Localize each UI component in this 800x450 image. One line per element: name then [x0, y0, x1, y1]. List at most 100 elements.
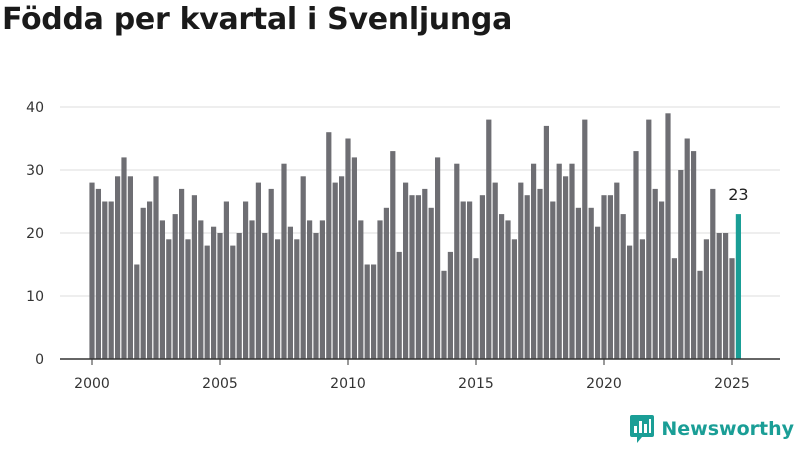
bar [390, 151, 396, 359]
y-tick-label: 40 [26, 100, 44, 116]
bar [492, 182, 498, 359]
bar [172, 214, 178, 359]
bar [300, 176, 306, 359]
bar [243, 201, 249, 359]
bar [575, 207, 581, 359]
x-tick-label: 2010 [330, 376, 366, 392]
bar [633, 151, 639, 359]
x-tick-label: 2020 [586, 376, 622, 392]
bar [204, 245, 210, 359]
bar [569, 163, 575, 359]
y-tick-label: 20 [26, 226, 44, 242]
bar [281, 163, 287, 359]
bar [319, 220, 325, 359]
bar [601, 195, 607, 359]
y-tick-label: 30 [26, 163, 44, 179]
x-tick-label: 2005 [202, 376, 238, 392]
bar [294, 239, 300, 359]
bar [595, 226, 601, 359]
bar [383, 207, 389, 359]
bar [255, 182, 261, 359]
bar [326, 132, 332, 359]
bar [332, 182, 338, 359]
bar [166, 239, 172, 359]
bar [115, 176, 121, 359]
bar [460, 201, 466, 359]
bar [614, 182, 620, 359]
bar [729, 258, 735, 359]
bar [518, 182, 524, 359]
bar [147, 201, 153, 359]
bar [428, 207, 434, 359]
bar [435, 157, 441, 359]
bar [134, 264, 140, 359]
bar [153, 176, 159, 359]
bar [467, 201, 473, 359]
bar [345, 138, 351, 359]
bar [89, 182, 95, 359]
bar [364, 264, 370, 359]
bar [230, 245, 236, 359]
bar [550, 201, 556, 359]
bar [479, 195, 485, 359]
bar [620, 214, 626, 359]
bar [588, 207, 594, 359]
bar [198, 220, 204, 359]
bar [217, 233, 223, 359]
bar [716, 233, 722, 359]
bar [358, 220, 364, 359]
bar [723, 233, 729, 359]
bar [249, 220, 255, 359]
bar [524, 195, 530, 359]
bar [236, 233, 242, 359]
bar [179, 188, 185, 359]
bar [403, 182, 409, 359]
bar [377, 220, 383, 359]
bar [697, 270, 703, 359]
newsworthy-logo-icon [630, 415, 655, 443]
bar [313, 233, 319, 359]
bar [121, 157, 127, 359]
y-axis-ticks: 0 10 20 30 40 [26, 100, 44, 368]
bar [223, 201, 229, 359]
bar [262, 233, 268, 359]
brand-name: Newsworthy [661, 418, 794, 440]
bar [339, 176, 345, 359]
bar-highlighted [735, 214, 741, 359]
page-title: Födda per kvartal i Svenljunga [2, 2, 513, 37]
bar [441, 270, 447, 359]
bar [127, 176, 133, 359]
bar [556, 163, 562, 359]
bar [652, 188, 658, 359]
bar [505, 220, 511, 359]
bar [185, 239, 191, 359]
bar [108, 201, 114, 359]
brand-logo: Newsworthy [629, 414, 794, 444]
bar [275, 239, 281, 359]
bar [102, 201, 108, 359]
bar [473, 258, 479, 359]
bar [543, 125, 549, 360]
annotations: 23 [728, 185, 748, 204]
y-tick-label: 10 [26, 289, 44, 305]
bar [415, 195, 421, 359]
bar [287, 226, 293, 359]
x-tick-label: 2000 [74, 376, 110, 392]
bar [454, 163, 460, 359]
bar [691, 151, 697, 359]
x-tick-label: 2015 [458, 376, 494, 392]
bar [447, 251, 453, 359]
bar [486, 119, 492, 359]
bar [659, 201, 665, 359]
bar [499, 214, 505, 359]
bar [511, 239, 517, 359]
bar [678, 170, 684, 359]
last-value-label: 23 [728, 185, 748, 204]
bar [665, 113, 671, 359]
bar [582, 119, 588, 359]
bar [627, 245, 633, 359]
bar [710, 188, 716, 359]
bar [211, 226, 217, 359]
bar [409, 195, 415, 359]
